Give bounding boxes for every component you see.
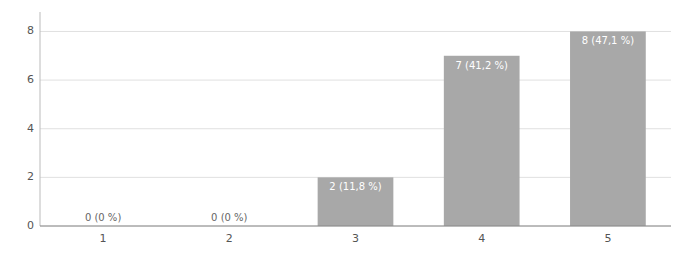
x-tick-label: 5 [604, 232, 611, 245]
y-tick-label: 0 [27, 219, 34, 232]
y-tick-label: 4 [27, 122, 34, 135]
chart: 0 2 4 6 8 1 2 3 4 5 0 (0 %) 0 (0 %) 2 (11,8 %) 7 (41,… [0, 0, 687, 256]
data-label: 0 (0 %) [85, 212, 121, 223]
grid-line [40, 226, 671, 227]
data-label: 2 (11,8 %) [329, 181, 381, 192]
bar [570, 31, 646, 226]
data-label: 0 (0 %) [211, 212, 247, 223]
grid: 0 2 4 6 8 [27, 24, 671, 232]
bar [318, 177, 394, 226]
bar [444, 56, 520, 226]
y-tick-label: 8 [27, 24, 34, 37]
y-tick-label: 6 [27, 73, 34, 86]
y-tick-label: 2 [27, 170, 34, 183]
x-tick-label: 2 [226, 232, 233, 245]
x-axis-line [40, 226, 671, 227]
x-tick-label: 1 [100, 232, 107, 245]
data-labels: 0 (0 %) 0 (0 %) 2 (11,8 %) 7 (41,2 %) 8 (47,… [85, 35, 634, 223]
x-tick-label: 4 [478, 232, 485, 245]
data-label: 8 (47,1 %) [582, 35, 634, 46]
data-label: 7 (41,2 %) [456, 60, 508, 71]
bars [318, 31, 646, 226]
y-axis-line [40, 12, 41, 226]
x-tick-label: 3 [352, 232, 359, 245]
